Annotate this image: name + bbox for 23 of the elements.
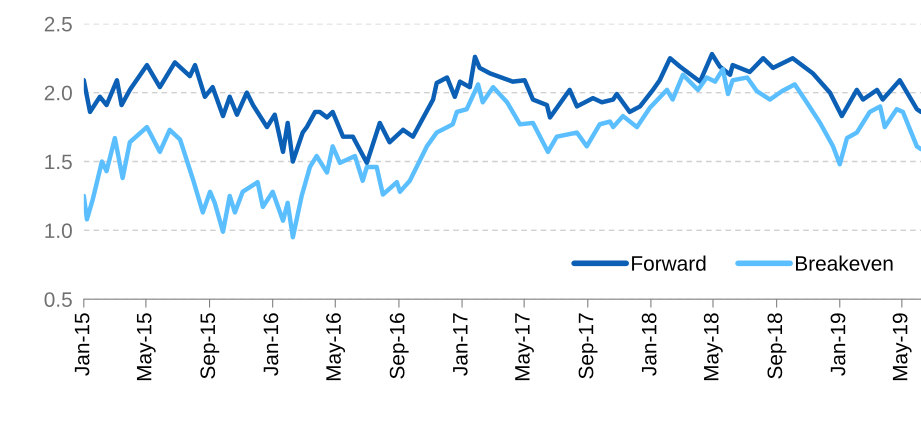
y-tick-label: 1.5 (45, 154, 72, 170)
x-tick-label: May-16 (326, 313, 345, 380)
legend-label: Breakeven (796, 256, 893, 271)
x-tick-label: Jan-15 (74, 313, 90, 376)
y-tick-label: 1.0 (45, 223, 72, 238)
x-tick-label: Jan-18 (642, 313, 656, 376)
x-tick-label: Jan-16 (264, 313, 278, 376)
line-series (84, 67, 921, 240)
x-tick-label: Sep-17 (578, 313, 598, 379)
x-tick-label: May-15 (136, 313, 156, 380)
x-tick-label: May-19 (892, 313, 912, 380)
x-tick-label: Jan-19 (830, 313, 846, 376)
x-tick-label: May-18 (704, 313, 723, 380)
line-series (84, 52, 921, 166)
y-tick-label: 2.0 (44, 86, 72, 100)
x-tick-label: May-17 (515, 313, 534, 380)
legend-label: Forward (632, 256, 706, 271)
x-tick-label: Sep-16 (390, 313, 409, 379)
y-tick-label: 0.5 (44, 292, 72, 307)
x-tick-label: Sep-18 (767, 313, 786, 379)
x-tick-label: Jan-17 (453, 313, 468, 376)
y-tick-label: 2.5 (44, 16, 72, 32)
x-tick-label: Sep-15 (200, 313, 220, 379)
